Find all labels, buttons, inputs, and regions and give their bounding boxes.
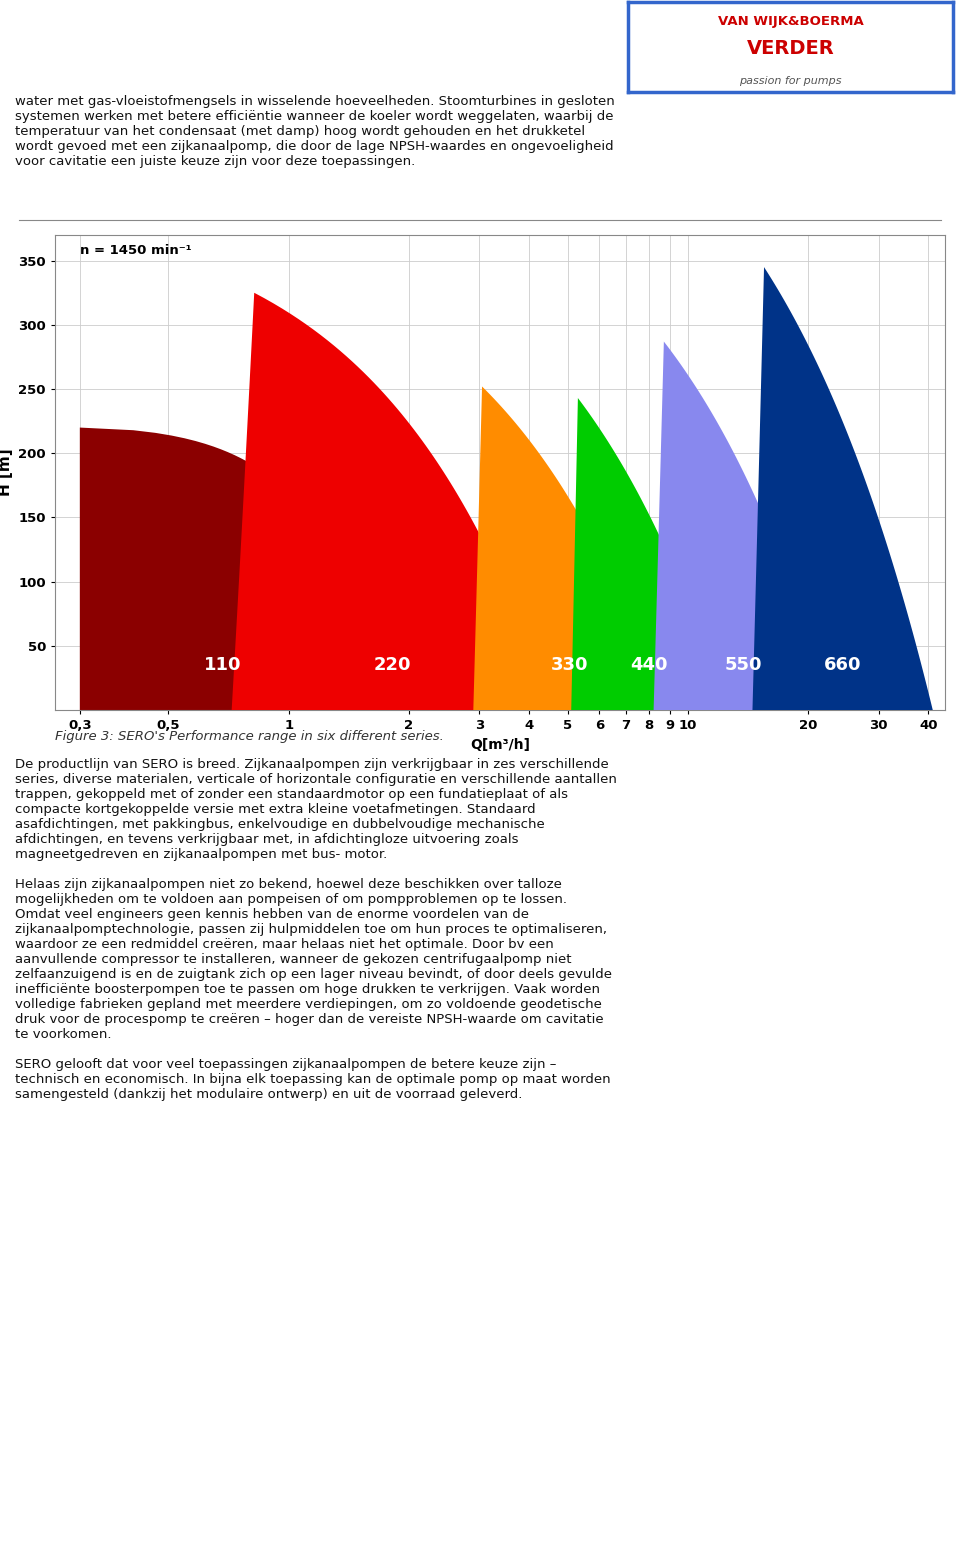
Text: 110: 110 (204, 656, 241, 674)
Text: 440: 440 (630, 656, 668, 674)
Text: VERDER: VERDER (747, 39, 834, 59)
Text: n = 1450 min⁻¹: n = 1450 min⁻¹ (80, 244, 191, 256)
Polygon shape (753, 267, 933, 710)
Text: De productlijn van SERO is breed. Zijkanaalpompen zijn verkrijgbaar in zes versc: De productlijn van SERO is breed. Zijkan… (15, 758, 617, 1102)
Polygon shape (231, 293, 553, 710)
Polygon shape (473, 386, 666, 710)
Text: water met gas-vloeistofmengsels in wisselende hoeveelheden. Stoomturbines in ges: water met gas-vloeistofmengsels in wisse… (15, 96, 614, 168)
Text: 550: 550 (724, 656, 762, 674)
Polygon shape (654, 341, 832, 710)
Polygon shape (571, 398, 727, 710)
Text: 220: 220 (373, 656, 411, 674)
Text: 330: 330 (551, 656, 588, 674)
Text: VAN WIJK&BOERMA: VAN WIJK&BOERMA (718, 15, 863, 28)
X-axis label: Q[m³/h]: Q[m³/h] (470, 738, 530, 751)
Y-axis label: H [m]: H [m] (0, 449, 12, 497)
Text: Figure 3: SERO's Performance range in six different series.: Figure 3: SERO's Performance range in si… (55, 730, 444, 744)
Polygon shape (80, 427, 365, 710)
Text: 660: 660 (824, 656, 861, 674)
Text: passion for pumps: passion for pumps (739, 76, 842, 86)
